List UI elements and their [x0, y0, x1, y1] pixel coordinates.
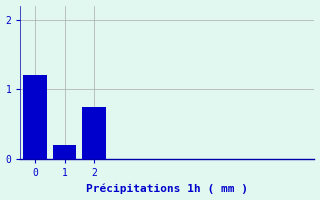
Bar — [53, 145, 76, 159]
Bar — [23, 75, 47, 159]
Bar — [82, 107, 106, 159]
X-axis label: Précipitations 1h ( mm ): Précipitations 1h ( mm ) — [86, 184, 248, 194]
